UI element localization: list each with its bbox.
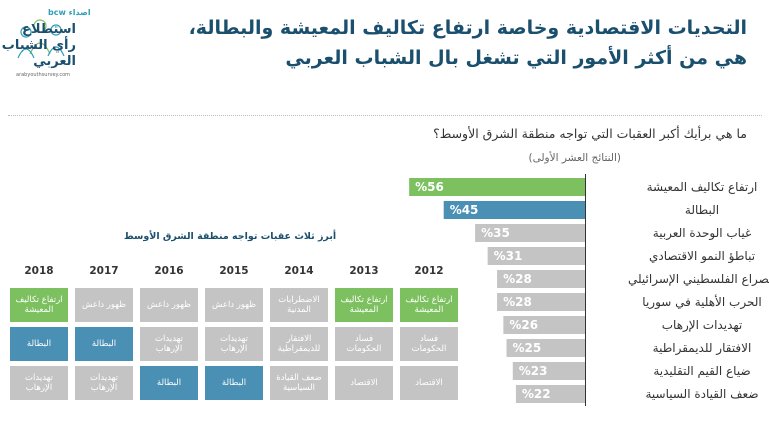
table-cell-2012-rank2: فساد الحكومات bbox=[400, 327, 458, 361]
bar-value-label-4: %28 bbox=[503, 272, 532, 286]
table-cell-2017-rank2: البطالة bbox=[75, 327, 133, 361]
bar-6 bbox=[503, 316, 585, 334]
logo-text-line1: استطلاع bbox=[22, 22, 76, 37]
bar-0 bbox=[409, 178, 585, 196]
table-cell-2012-rank1: ارتفاع تكاليف المعيشة bbox=[400, 288, 458, 322]
category-label-3: تباطؤ النمو الاقتصادي bbox=[649, 249, 755, 264]
bar-4 bbox=[497, 270, 585, 288]
bar-value-label-2: %35 bbox=[481, 226, 510, 240]
year-header-2018: 2018 bbox=[24, 265, 54, 277]
table-cell-2016-rank2: تهديدات الإرهاب bbox=[140, 327, 198, 361]
bar-value-label-9: %22 bbox=[522, 387, 551, 401]
bar-9 bbox=[515, 385, 585, 403]
table-cell-2014-rank1: الاضطرابات المدنية bbox=[270, 288, 328, 322]
page-title-line1: التحديات الاقتصادية وخاصة ارتفاع تكاليف … bbox=[188, 17, 747, 39]
category-label-9: ضعف القيادة السياسية bbox=[645, 387, 758, 401]
bar-8 bbox=[512, 362, 585, 380]
logo-text-line2: رأي الشباب bbox=[1, 38, 76, 53]
year-header-2017: 2017 bbox=[89, 265, 119, 277]
survey-logo: اصداء bcw استطلاع رأي الشباب العربي arab… bbox=[2, 6, 91, 82]
survey-subquestion: (النتائج العشر الأولى) bbox=[528, 152, 622, 164]
logo-brand: اصداء bcw bbox=[48, 8, 91, 17]
year-header-2014: 2014 bbox=[284, 265, 314, 277]
category-label-0: ارتفاع تكاليف المعيشة bbox=[647, 180, 758, 195]
table-cell-2013-rank2: فساد الحكومات bbox=[335, 327, 393, 361]
bar-5 bbox=[497, 293, 585, 311]
bar-value-label-7: %25 bbox=[513, 341, 542, 355]
dotted-divider bbox=[8, 115, 762, 116]
bar-7 bbox=[506, 339, 585, 357]
table-cell-2017-rank1: ظهور داعش bbox=[75, 288, 133, 322]
bar-value-label-0: %56 bbox=[415, 180, 444, 194]
table-cell-2014-rank3: ضعف القيادة السياسية bbox=[270, 366, 328, 400]
table-cell-2015-rank3: البطالة bbox=[205, 366, 263, 400]
year-header-2016: 2016 bbox=[154, 265, 184, 277]
table-cell-2012-rank3: الاقتصاد bbox=[400, 366, 458, 400]
bar-value-label-1: %45 bbox=[450, 203, 479, 217]
page-title-line2: هي من أكثر الأمور التي تشغل بال الشباب ا… bbox=[285, 47, 747, 69]
table-title: أبرز ثلاث عقبات تواجه منطقة الشرق الأوسط bbox=[123, 231, 337, 242]
table-cell-2013-rank1: ارتفاع تكاليف المعيشة bbox=[335, 288, 393, 322]
year-header-2015: 2015 bbox=[219, 265, 249, 277]
table-cell-2018-rank1: ارتفاع تكاليف المعيشة bbox=[10, 288, 68, 322]
bar-value-label-6: %26 bbox=[509, 318, 538, 332]
bar-value-label-5: %28 bbox=[503, 295, 532, 309]
bar-value-label-8: %23 bbox=[519, 364, 548, 378]
table-cell-2017-rank3: تهديدات الإرهاب bbox=[75, 366, 133, 400]
category-label-2: غياب الوحدة العربية bbox=[653, 226, 751, 241]
table-cell-2018-rank3: تهديدات الإرهاب bbox=[10, 366, 68, 400]
table-cell-2014-rank2: الافتقار للديمقراطية bbox=[270, 327, 328, 361]
table-cell-2015-rank2: تهديدات الإرهاب bbox=[205, 327, 263, 361]
category-label-7: الافتقار للديمقراطية bbox=[653, 341, 752, 356]
category-label-4: الصراع الفلسطيني الإسرائيلي bbox=[628, 272, 769, 287]
bar-3 bbox=[487, 247, 585, 265]
table-cell-2018-rank2: البطالة bbox=[10, 327, 68, 361]
table-cell-2016-rank1: ظهور داعش bbox=[140, 288, 198, 322]
table-cell-2013-rank3: الاقتصاد bbox=[335, 366, 393, 400]
category-label-6: تهديدات الإرهاب bbox=[662, 318, 743, 333]
bar-1 bbox=[443, 201, 585, 219]
logo-text-line3: العربي bbox=[33, 54, 76, 69]
category-label-8: ضياع القيم التقليدية bbox=[653, 364, 750, 378]
table-cell-2015-rank1: ظهور داعش bbox=[205, 288, 263, 322]
logo-url: arabyouthsurvey.com bbox=[16, 72, 71, 78]
people-silhouette-icon bbox=[17, 19, 65, 59]
bar-value-label-3: %31 bbox=[494, 249, 523, 263]
survey-question: ما هي برأيك أكبر العقبات التي تواجه منطق… bbox=[433, 126, 747, 141]
category-label-5: الحرب الأهلية في سوريا bbox=[642, 294, 761, 310]
year-header-2013: 2013 bbox=[349, 265, 379, 277]
bar-2 bbox=[475, 224, 585, 242]
year-header-2012: 2012 bbox=[414, 265, 444, 277]
table-cell-2016-rank3: البطالة bbox=[140, 366, 198, 400]
category-label-1: البطالة bbox=[685, 203, 719, 217]
